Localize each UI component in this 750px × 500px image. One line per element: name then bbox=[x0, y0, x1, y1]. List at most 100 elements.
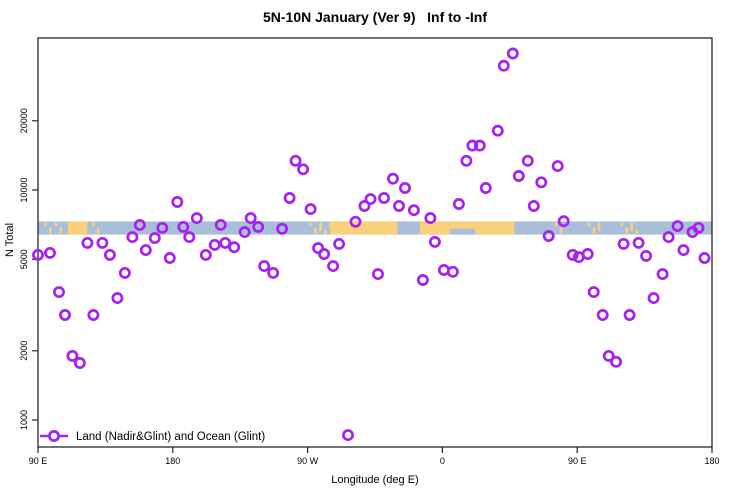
land-speckle bbox=[309, 222, 312, 227]
data-point bbox=[428, 235, 441, 248]
x-axis-label: Longitude (deg E) bbox=[331, 474, 419, 486]
data-point bbox=[610, 355, 623, 368]
land-segment bbox=[475, 221, 515, 235]
data-point bbox=[535, 176, 548, 189]
data-point bbox=[512, 170, 525, 182]
land-segment bbox=[67, 221, 88, 235]
data-point bbox=[163, 252, 176, 264]
data-point bbox=[228, 241, 241, 254]
legend-marker bbox=[48, 430, 60, 442]
legend-label: Land (Nadir&Glint) and Ocean (Glint) bbox=[76, 431, 265, 443]
data-point bbox=[304, 203, 317, 216]
data-point bbox=[632, 236, 645, 249]
data-point bbox=[640, 249, 653, 262]
data-point bbox=[671, 220, 684, 233]
plot-frame bbox=[37, 37, 713, 448]
data-point bbox=[437, 264, 450, 276]
x-tick-label: 90 W bbox=[297, 456, 319, 466]
land-speckle bbox=[620, 222, 624, 227]
data-point bbox=[103, 248, 116, 261]
land-segment bbox=[449, 221, 476, 229]
data-point bbox=[244, 212, 257, 225]
data-point bbox=[283, 192, 296, 204]
data-point bbox=[133, 218, 146, 231]
data-point bbox=[53, 286, 65, 299]
data-point bbox=[126, 231, 139, 244]
data-point bbox=[87, 309, 100, 321]
data-point bbox=[416, 274, 429, 286]
land-speckle bbox=[319, 222, 322, 232]
x-tick-label: 90 E bbox=[568, 456, 587, 466]
data-point bbox=[148, 232, 161, 245]
data-point bbox=[171, 196, 184, 208]
x-tick-label: 180 bbox=[704, 456, 719, 466]
data-point bbox=[491, 124, 504, 137]
data-point bbox=[677, 244, 690, 257]
y-tick-label: 20000 bbox=[19, 108, 29, 133]
data-point bbox=[497, 59, 510, 72]
land-speckle bbox=[635, 230, 639, 234]
y-tick-label: 1000 bbox=[19, 410, 29, 430]
data-point bbox=[333, 237, 346, 250]
data-point bbox=[32, 248, 44, 261]
data-point bbox=[318, 248, 331, 260]
data-point bbox=[358, 200, 371, 212]
land-speckle bbox=[91, 222, 95, 227]
land-segment bbox=[330, 221, 398, 235]
y-tick-label: 2000 bbox=[19, 341, 29, 361]
data-point bbox=[466, 139, 479, 152]
y-tick-label: 10000 bbox=[19, 177, 29, 202]
data-point bbox=[557, 215, 570, 228]
data-point bbox=[96, 236, 109, 249]
data-point bbox=[59, 309, 71, 321]
land-speckle bbox=[597, 222, 601, 232]
data-point bbox=[190, 212, 203, 225]
data-point bbox=[73, 357, 86, 369]
data-point bbox=[551, 160, 564, 173]
data-point bbox=[407, 204, 420, 217]
data-point bbox=[662, 231, 675, 244]
data-point bbox=[276, 222, 289, 235]
data-point bbox=[581, 248, 594, 260]
data-point bbox=[252, 220, 265, 233]
land-speckle bbox=[48, 227, 52, 234]
data-point bbox=[623, 309, 636, 321]
data-point bbox=[566, 248, 579, 261]
land-speckle bbox=[554, 222, 558, 227]
land-speckle bbox=[324, 230, 327, 234]
data-point bbox=[596, 309, 609, 321]
data-point bbox=[521, 154, 534, 167]
data-point bbox=[479, 182, 492, 194]
data-point bbox=[267, 266, 280, 279]
chart-title: 5N-10N January (Ver 9) Inf to -Inf bbox=[262, 9, 488, 25]
data-point bbox=[208, 238, 221, 251]
data-point bbox=[199, 248, 212, 261]
data-point bbox=[656, 268, 669, 281]
x-tick-label: 90 E bbox=[29, 456, 48, 466]
data-point bbox=[542, 230, 555, 242]
land-speckle bbox=[592, 227, 596, 234]
land-speckle bbox=[559, 227, 563, 234]
data-point bbox=[393, 200, 405, 212]
data-point bbox=[349, 215, 362, 228]
data-point bbox=[258, 260, 271, 273]
land-speckle bbox=[54, 222, 58, 227]
data-point bbox=[698, 252, 711, 264]
y-tick-label: 5000 bbox=[19, 249, 29, 269]
data-point bbox=[111, 292, 124, 305]
data-point bbox=[297, 163, 310, 176]
data-point bbox=[387, 172, 399, 185]
data-point bbox=[139, 244, 152, 257]
land-speckle bbox=[587, 222, 591, 227]
data-point bbox=[473, 139, 486, 152]
data-point bbox=[118, 266, 131, 279]
data-point bbox=[156, 221, 169, 234]
data-point bbox=[214, 218, 227, 231]
data-point bbox=[506, 47, 519, 60]
data-point bbox=[44, 246, 56, 259]
data-point bbox=[238, 226, 251, 239]
data-point bbox=[446, 265, 459, 278]
land-speckle bbox=[625, 227, 629, 234]
data-point bbox=[602, 349, 615, 362]
